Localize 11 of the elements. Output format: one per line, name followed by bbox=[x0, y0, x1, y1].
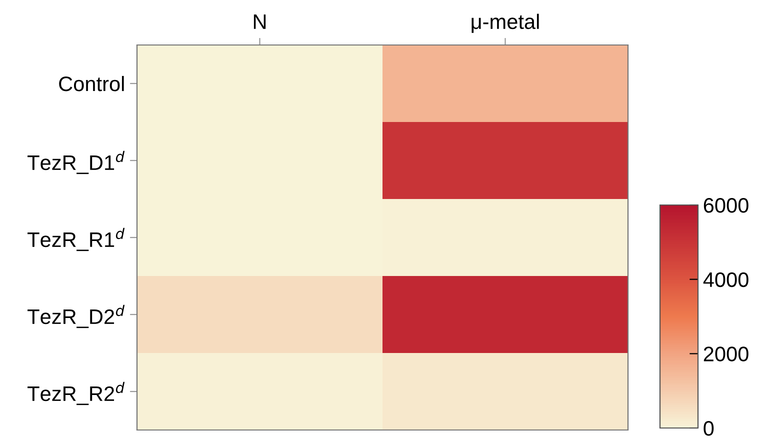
y-tick-label: TezR_R1$^{d}$ bbox=[28, 228, 125, 252]
x-tick-label: N bbox=[254, 14, 266, 29]
y-tick-label: TezR_D2$^{d}$ bbox=[28, 304, 125, 328]
color-bar-label: 2000 bbox=[704, 346, 748, 362]
y-tick-label: TezR_D1$^{d}$ bbox=[28, 150, 125, 174]
color-bar-label: 6000 bbox=[704, 198, 748, 213]
color-bar-label: 0 bbox=[704, 421, 714, 436]
y-tick-label: TezR_R2$^{d}$ bbox=[28, 382, 125, 406]
y-tick-label: Control bbox=[59, 76, 124, 92]
color-bar-label: 4000 bbox=[703, 272, 748, 288]
x-tick-label: μ-metal bbox=[472, 14, 539, 33]
